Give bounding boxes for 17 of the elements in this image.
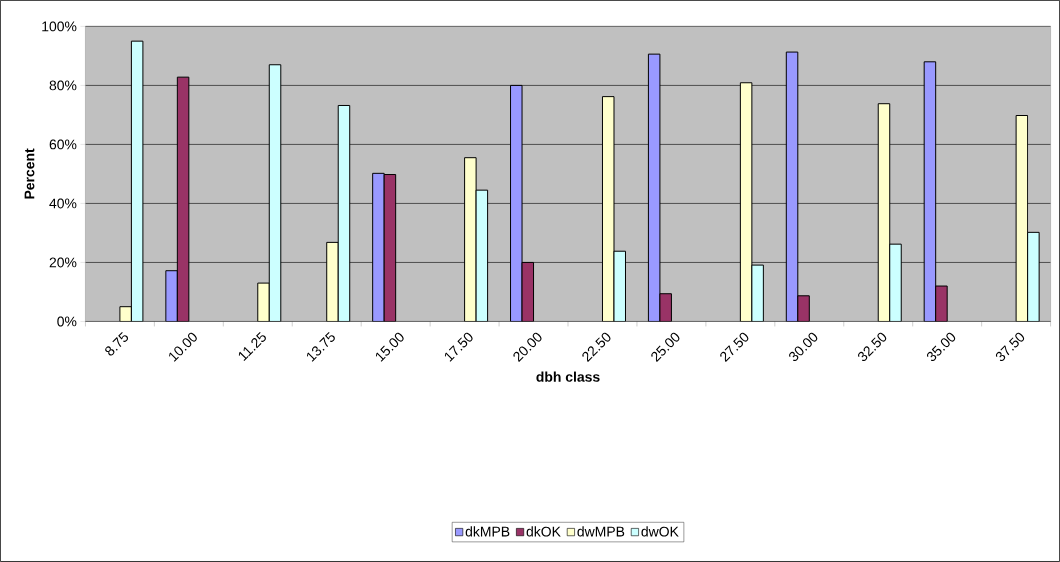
y-tick-label: 40% bbox=[49, 198, 77, 209]
y-tick-label: 0% bbox=[57, 316, 77, 327]
legend-label: dwOK bbox=[641, 526, 679, 537]
legend-label: dwMPB bbox=[577, 526, 625, 537]
y-tick-label: 20% bbox=[49, 257, 77, 268]
y-axis-title: Percent bbox=[24, 148, 35, 199]
bar bbox=[935, 285, 948, 322]
bar bbox=[889, 243, 902, 322]
bar bbox=[797, 295, 810, 322]
legend-label: dkMPB bbox=[465, 526, 510, 537]
y-tick-label: 100% bbox=[42, 21, 77, 32]
x-axis-title: dbh class bbox=[536, 371, 600, 382]
bar bbox=[165, 270, 178, 322]
legend-label: dkOK bbox=[526, 526, 561, 537]
bar bbox=[372, 172, 385, 322]
y-tick-label: 80% bbox=[49, 80, 77, 91]
y-tick-label: 60% bbox=[49, 139, 77, 150]
